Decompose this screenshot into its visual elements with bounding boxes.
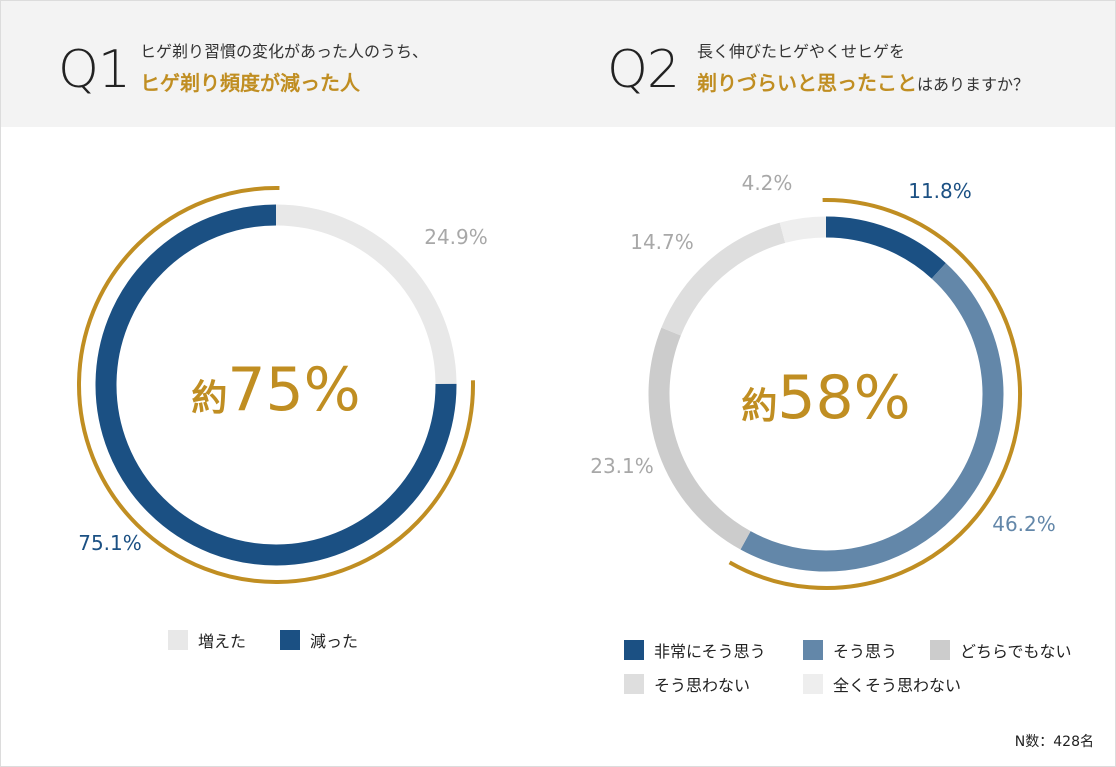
data-label: 11.8% (908, 179, 972, 203)
center-prefix: 約 (191, 378, 227, 419)
q1-legend-item: 増えた (168, 628, 246, 652)
center-prefix: 約 (741, 386, 777, 427)
donut-segment (648, 327, 751, 550)
sample-size-note: N数：428名 (1014, 734, 1094, 750)
donut-segment (661, 222, 786, 336)
donut-segment (275, 204, 457, 385)
q1-legend-item: 減った (280, 628, 358, 652)
legend-swatch (624, 674, 644, 694)
legend-swatch (624, 640, 644, 660)
q2-legend-item: 全くそう思わない (803, 672, 961, 696)
q1-number: Q1 (58, 40, 131, 100)
center-value: 約75% (191, 355, 360, 425)
donut-segment (825, 216, 946, 279)
q2-number: Q2 (607, 40, 680, 100)
legend-swatch (168, 630, 188, 650)
center-percent: 58% (777, 363, 910, 433)
legend-label: 増えた (198, 632, 247, 651)
q2-question-line2: 剃りづらいと思ったことはありますか？ (697, 70, 1029, 98)
data-label: 14.7% (630, 230, 694, 254)
legend-label: 減った (310, 632, 359, 651)
legend-swatch (280, 630, 300, 650)
q1-question-highlight: ヒゲ剃り頻度が減った人 (140, 71, 360, 95)
donut-segment (779, 216, 827, 243)
data-label: 24.9% (424, 225, 488, 249)
center-value: 約58% (741, 363, 910, 433)
header-band (1, 1, 1115, 127)
legend-label: 非常にそう思う (654, 642, 766, 661)
q2-legend-item: そう思わない (624, 672, 750, 696)
donut-segment (740, 263, 1004, 572)
donut-segment (95, 204, 457, 566)
legend-label: そう思わない (654, 676, 751, 695)
data-label: 46.2% (992, 512, 1056, 536)
highlight-arc (728, 198, 1022, 590)
q2-legend-item: どちらでもない (930, 638, 1072, 662)
q2-question-line1: 長く伸びたヒゲやくせヒゲを (697, 42, 906, 61)
data-label: 23.1% (590, 454, 654, 478)
q2-legend-item: そう思う (803, 638, 897, 662)
legend-label: 全くそう思わない (833, 676, 962, 695)
legend-label: どちらでもない (960, 642, 1072, 661)
legend-swatch (930, 640, 950, 660)
data-label: 4.2% (742, 171, 793, 195)
center-percent: 75% (227, 355, 360, 425)
data-label: 75.1% (78, 531, 142, 555)
highlight-arc (77, 186, 475, 584)
legend-swatch (803, 674, 823, 694)
q1-question-line1: ヒゲ剃り習慣の変化があった人のうち、 (140, 42, 429, 61)
legend-label: そう思う (833, 642, 898, 661)
q2-legend-item: 非常にそう思う (624, 638, 766, 662)
legend-swatch (803, 640, 823, 660)
q2-question-rest: はありますか？ (917, 75, 1030, 94)
q2-question-highlight: 剃りづらいと思ったこと (697, 71, 917, 95)
